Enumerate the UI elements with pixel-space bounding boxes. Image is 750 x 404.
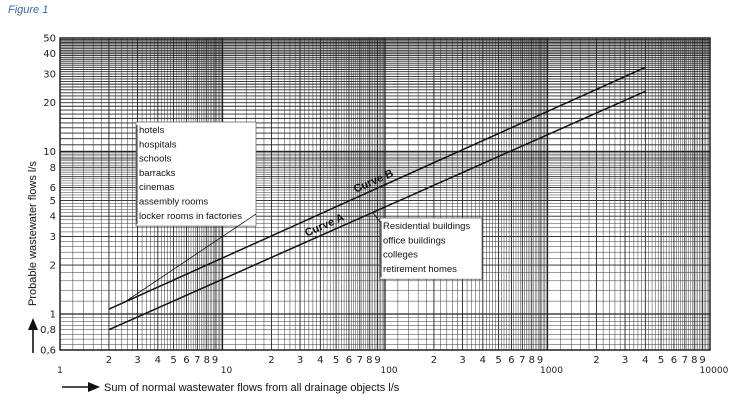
x-minor-tick-label: 5 [333, 355, 339, 366]
x-tick-label: 1 [57, 366, 63, 376]
x-minor-tick-label: 2 [431, 355, 437, 366]
x-minor-tick-label: 7 [682, 355, 688, 366]
x-minor-tick-label: 3 [134, 355, 140, 366]
y-tick-label: 40 [43, 49, 56, 60]
annotation-curve-b-item: locker rooms in factories [139, 211, 242, 222]
y-axis-arrow [28, 318, 38, 353]
y-tick-label: 30 [43, 70, 56, 81]
x-minor-tick-label: 7 [194, 355, 200, 366]
annotation-curve-b-item: hotels [139, 125, 165, 136]
y-tick-label: 0,8 [40, 325, 56, 336]
y-axis-title: Probable wastewater flows l/s [27, 161, 39, 306]
annotation-curve-b-box [135, 121, 257, 227]
annotation-curve-a-item: Residential buildings [383, 221, 470, 232]
x-tick-label: 100 [380, 366, 397, 376]
annotation-curve-a-item: retirement homes [383, 264, 457, 275]
x-tick-label: 10 [221, 366, 233, 376]
x-minor-tick-label: 7 [357, 355, 363, 366]
y-tick-label: 1 [50, 309, 56, 320]
axis-titles: Probable wastewater flows l/s Sum of nor… [27, 161, 400, 394]
y-tick-labels: 0,6 0,8 1 2 3 4 5 6 8 10 20 30 40 50 [40, 34, 56, 357]
x-tick-label: 1000 [540, 366, 563, 376]
annotation-curve-b-item: schools [139, 154, 171, 165]
y-tick-label: 20 [43, 98, 56, 109]
y-tick-label: 50 [43, 34, 56, 45]
annotation-curve-b-leader [124, 213, 257, 303]
series-line-curve-a [108, 90, 646, 331]
x-minor-tick-label: 6 [671, 355, 677, 366]
x-minor-tick-label: 6 [183, 355, 189, 366]
x-minor-tick-label: 7 [519, 355, 525, 366]
x-minor-tick-label: 8 [529, 355, 535, 366]
x-minor-tick-label: 5 [658, 355, 664, 366]
y-tick-label: 3 [50, 232, 56, 243]
x-minor-tick-label: 3 [297, 355, 303, 366]
annotation-curve-b-item: cinemas [139, 182, 175, 193]
x-minor-tick-label: 4 [155, 355, 161, 366]
x-minor-tick-label: 9 [699, 355, 705, 366]
figure-label: Figure 1 [8, 4, 49, 16]
y-tick-label: 2 [50, 261, 56, 272]
x-minor-tick-label: 4 [317, 355, 323, 366]
x-minor-tick-label: 5 [495, 355, 501, 366]
x-minor-tick-label: 8 [204, 355, 210, 366]
x-minor-tick-label: 6 [508, 355, 514, 366]
annotation-curve-b-item: barracks [139, 168, 176, 179]
annotations: hotels hospitals schools barracks cinemas ass… [124, 121, 483, 303]
x-minor-tick-label: 3 [622, 355, 628, 366]
series-line-curve-b [108, 66, 646, 310]
x-minor-tick-label: 3 [459, 355, 465, 366]
x-minor-tick-label: 4 [480, 355, 486, 366]
annotation-curve-b-item: hospitals [139, 139, 177, 150]
x-minor-tick-label: 9 [374, 355, 380, 366]
x-minor-tick-label: 5 [170, 355, 176, 366]
annotation-curve-b-item: assembly rooms [139, 197, 208, 208]
x-minor-tick-label: 6 [346, 355, 352, 366]
x-minor-tick-label: 4 [642, 355, 648, 366]
x-minor-tick-label: 9 [537, 355, 543, 366]
x-minor-tick-label: 2 [268, 355, 274, 366]
annotation-curve-a-box [379, 217, 483, 280]
curve-label-curve-b: Curve B [352, 167, 395, 195]
annotation-curve-a-item: office buildings [383, 235, 446, 246]
y-tick-label: 8 [50, 163, 56, 174]
x-minor-tick-label: 2 [593, 355, 599, 366]
y-tick-label: 4 [50, 212, 56, 223]
y-tick-label: 10 [43, 147, 56, 158]
x-tick-label: 10000 [700, 366, 729, 376]
y-tick-label: 5 [50, 196, 56, 207]
x-minor-tick-label: 2 [106, 355, 112, 366]
y-tick-label: 0,6 [40, 346, 56, 357]
x-axis-title: Sum of normal wastewater flows from all … [104, 382, 400, 394]
x-minor-tick-label: 8 [366, 355, 372, 366]
x-axis-arrow [62, 382, 100, 392]
annotation-curve-a-leader [372, 212, 381, 223]
y-tick-label: 6 [50, 183, 56, 194]
x-minor-tick-label: 9 [212, 355, 218, 366]
x-minor-tick-label: 8 [691, 355, 697, 366]
annotation-curve-a-item: colleges [383, 250, 418, 261]
